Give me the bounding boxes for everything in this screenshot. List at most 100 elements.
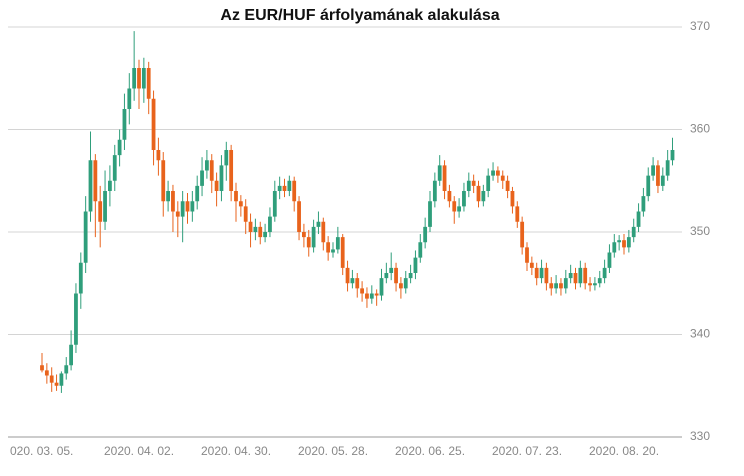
x-tick-label: 2020. 06. 25.: [395, 444, 465, 458]
candle-body: [180, 201, 185, 217]
candle-body: [394, 267, 398, 284]
x-tick-label: 2020. 07. 23.: [492, 444, 562, 458]
y-tick-label: 370: [690, 19, 710, 33]
candle-body: [384, 273, 389, 279]
candle-body: [277, 185, 282, 191]
candle-body: [544, 267, 549, 284]
candle-body: [161, 160, 166, 202]
candle-body: [258, 226, 263, 238]
candle-body: [335, 237, 340, 250]
x-tick-label: 2020. 04. 30.: [201, 444, 271, 458]
y-tick-label: 330: [690, 429, 710, 443]
candle-body: [224, 150, 229, 166]
candle-body: [510, 191, 515, 207]
candle-body: [326, 242, 331, 253]
candle-body: [447, 191, 452, 202]
candle-body: [345, 267, 350, 284]
candle-body: [481, 191, 486, 202]
candle-body: [108, 180, 112, 191]
candle-body: [525, 247, 529, 263]
candle-body: [297, 201, 301, 232]
candle-body: [476, 185, 481, 202]
candle-body: [437, 165, 442, 181]
candle-body: [243, 206, 248, 222]
candle-body: [379, 278, 384, 296]
candle-body: [578, 267, 583, 284]
candle-body: [423, 226, 428, 243]
candle-body: [462, 191, 466, 207]
y-tick-label: 340: [690, 327, 710, 341]
candle-body: [534, 267, 539, 279]
candle-body: [229, 150, 234, 191]
candle-body: [665, 160, 670, 176]
candle-body: [505, 180, 510, 191]
candle-body: [137, 68, 141, 89]
candle-body: [374, 293, 379, 296]
candle-body: [282, 185, 287, 191]
candle-body: [418, 242, 423, 258]
candle-body: [132, 68, 137, 89]
candle-body: [49, 375, 54, 383]
candle-body: [365, 293, 369, 299]
candle-body: [641, 196, 646, 212]
candle-body: [631, 226, 636, 238]
candle-body: [268, 216, 272, 232]
candle-body: [471, 180, 476, 186]
candle-body: [166, 191, 170, 202]
candle-body: [588, 283, 592, 286]
candle-body: [515, 206, 520, 222]
candle-body: [486, 175, 491, 191]
candle-body: [74, 293, 78, 345]
candle-body: [549, 283, 554, 289]
candle-body: [408, 273, 413, 279]
candle-body: [93, 160, 98, 202]
candle-body: [83, 211, 88, 263]
candle-body: [321, 221, 326, 243]
candle-body: [500, 175, 505, 181]
candle-body: [156, 150, 161, 161]
candle-body: [491, 170, 495, 176]
candle-body: [646, 175, 651, 197]
candle-body: [263, 232, 267, 238]
candle-body: [287, 180, 292, 191]
candle-body: [626, 237, 631, 248]
candle-body: [331, 249, 335, 253]
candle-body: [651, 165, 655, 176]
candle-body: [311, 226, 316, 248]
candle-body: [306, 237, 311, 248]
candle-body: [399, 283, 403, 289]
y-tick-label: 350: [690, 224, 710, 238]
candle-body: [200, 170, 204, 186]
candle-body: [253, 226, 258, 232]
candle-body: [98, 201, 103, 222]
candle-body: [389, 267, 394, 273]
chart-title: Az EUR/HUF árfolyamának alakulása: [220, 7, 499, 24]
candle-body: [563, 278, 568, 289]
candle-body: [452, 201, 457, 212]
x-tick-label: 2020. 04. 02.: [104, 444, 174, 458]
candle-body: [583, 267, 588, 284]
candle-body: [355, 278, 360, 289]
candle-body: [442, 165, 447, 191]
candle-body: [59, 373, 64, 386]
candle-body: [171, 191, 175, 212]
candle-body: [44, 370, 49, 376]
candle-body: [219, 165, 224, 191]
candle-body: [457, 206, 461, 212]
candle-body: [496, 170, 500, 176]
candle-body: [112, 155, 117, 181]
candle-body: [122, 109, 127, 140]
candle-body: [559, 283, 563, 289]
candle-body: [636, 211, 641, 227]
candle-body: [146, 68, 151, 99]
candle-body: [568, 273, 573, 279]
candle-body: [597, 278, 602, 284]
candle-body: [617, 240, 622, 243]
candle-body: [234, 191, 238, 202]
candle-body: [151, 98, 156, 150]
candle-body: [656, 165, 660, 186]
candle-body: [302, 232, 306, 238]
candle-body: [185, 201, 190, 212]
candle-body: [660, 175, 665, 186]
y-tick-label: 360: [690, 122, 710, 136]
